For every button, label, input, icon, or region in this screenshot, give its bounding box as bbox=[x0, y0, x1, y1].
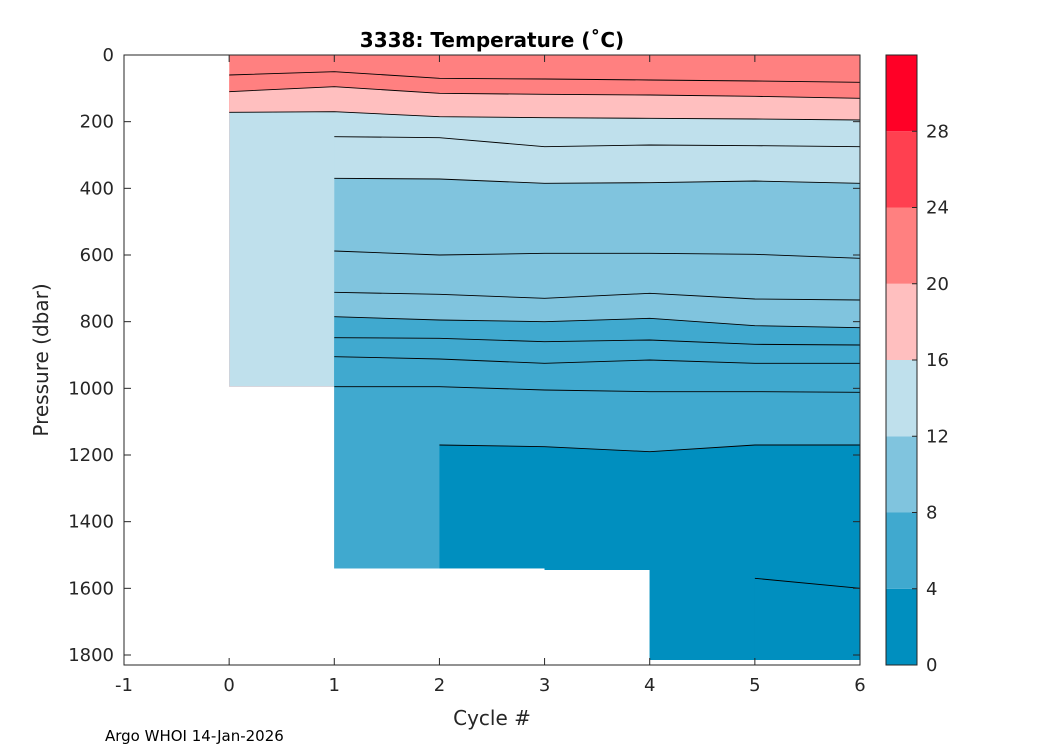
isotherm-line-4 bbox=[334, 177, 861, 184]
contour-fills bbox=[229, 55, 861, 660]
footer-credit: Argo WHOI 14-Jan-2026 bbox=[105, 727, 284, 745]
colorbar-tick-label: 24 bbox=[926, 198, 949, 219]
y-tick-label: 200 bbox=[80, 112, 114, 133]
colorbar-segment bbox=[886, 360, 917, 437]
y-tick-label: 1800 bbox=[68, 645, 114, 666]
y-axis: 0 200 400 600 800 1000 1200 1400 1600 1800 bbox=[68, 45, 860, 666]
colorbar-tick-label: 20 bbox=[926, 274, 949, 295]
colorbar-segment bbox=[886, 283, 917, 360]
x-tick-label: 0 bbox=[223, 675, 234, 696]
isotherm-line-3 bbox=[334, 136, 861, 148]
colorbar-tick-label: 0 bbox=[926, 655, 937, 676]
colorbar-tick-label: 16 bbox=[926, 350, 949, 371]
isotherm-line-10 bbox=[334, 386, 861, 393]
isotherm-line-11 bbox=[439, 444, 860, 453]
colorbar-segment bbox=[886, 436, 917, 513]
plot-area bbox=[229, 55, 861, 660]
y-tick-label: 1400 bbox=[68, 512, 114, 533]
isotherm-line-0 bbox=[229, 71, 861, 83]
isotherm-band-12 bbox=[754, 578, 860, 660]
x-tick-label: 2 bbox=[434, 675, 445, 696]
x-tick-label: 3 bbox=[539, 675, 550, 696]
y-tick-label: 600 bbox=[80, 245, 114, 266]
y-tick-label: 1600 bbox=[68, 578, 114, 599]
isotherm-line-8 bbox=[334, 337, 861, 346]
isotherm-line-9 bbox=[334, 356, 860, 364]
y-tick-label: 0 bbox=[103, 45, 114, 66]
plot-border bbox=[123, 54, 861, 666]
isotherm-line-1 bbox=[229, 86, 861, 99]
colorbar-tick-label: 4 bbox=[926, 579, 937, 600]
colorbar: 0 4 8 12 16 20 24 28 bbox=[885, 54, 949, 676]
isotherm-line-6 bbox=[334, 291, 861, 301]
isotherm-line-12 bbox=[754, 577, 861, 589]
chart-title: 3338: Temperature (˚C) bbox=[360, 28, 624, 52]
plot-frame bbox=[123, 54, 861, 666]
x-tick-label: 4 bbox=[644, 675, 655, 696]
colorbar-tick-label: 12 bbox=[926, 426, 949, 447]
colorbar-segment bbox=[886, 512, 917, 589]
colorbar-tick-label: 8 bbox=[926, 503, 937, 524]
colorbar-tick-label: 28 bbox=[926, 121, 949, 142]
y-tick-label: 1000 bbox=[68, 378, 114, 399]
y-tick-label: 1200 bbox=[68, 445, 114, 466]
isotherm-line-5 bbox=[334, 250, 861, 259]
x-axis-label: Cycle # bbox=[453, 706, 531, 730]
isotherm-line-2 bbox=[229, 111, 861, 121]
colorbar-segment bbox=[886, 207, 917, 284]
x-axis: -1 0 1 2 3 4 5 6 bbox=[115, 55, 866, 696]
x-tick-label: -1 bbox=[115, 675, 133, 696]
x-tick-label: 6 bbox=[854, 675, 865, 696]
y-tick-label: 400 bbox=[80, 178, 114, 199]
x-tick-label: 5 bbox=[749, 675, 760, 696]
colorbar-segment bbox=[886, 588, 917, 665]
isotherm-line-7 bbox=[334, 316, 861, 329]
colorbar-segment bbox=[886, 131, 917, 208]
y-tick-label: 800 bbox=[80, 312, 114, 333]
colorbar-segment bbox=[886, 55, 917, 132]
x-tick-label: 1 bbox=[329, 675, 340, 696]
y-axis-label: Pressure (dbar) bbox=[29, 283, 53, 436]
